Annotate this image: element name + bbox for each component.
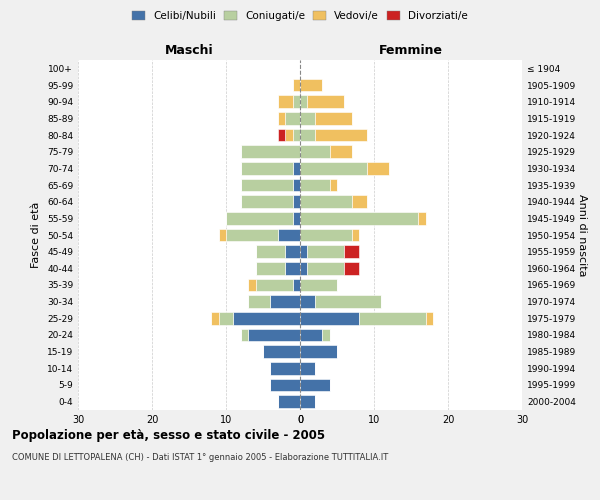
Bar (300, 179, 329, 192)
Bar (248, 279, 256, 291)
Title: Maschi: Maschi (164, 44, 214, 58)
Y-axis label: Anni di nascita: Anni di nascita (577, 194, 587, 276)
Bar (241, 329, 248, 341)
Bar (307, 246, 344, 258)
Bar (300, 212, 418, 224)
Bar (322, 329, 329, 341)
Bar (300, 79, 322, 92)
Bar (300, 262, 307, 274)
Bar (218, 312, 233, 324)
Bar (226, 229, 278, 241)
Bar (293, 212, 300, 224)
Bar (300, 196, 352, 208)
Bar (256, 246, 285, 258)
Bar (315, 296, 382, 308)
Bar (426, 312, 433, 324)
Y-axis label: Fasce di età: Fasce di età (31, 202, 41, 268)
Bar (226, 212, 293, 224)
Bar (300, 246, 307, 258)
Bar (300, 396, 315, 408)
Bar (307, 96, 344, 108)
Bar (293, 129, 300, 141)
Bar (300, 279, 337, 291)
Bar (359, 312, 426, 324)
Bar (293, 179, 300, 192)
Bar (248, 329, 300, 341)
Text: COMUNE DI LETTOPALENA (CH) - Dati ISTAT 1° gennaio 2005 - Elaborazione TUTTITALI: COMUNE DI LETTOPALENA (CH) - Dati ISTAT … (12, 454, 388, 462)
Bar (271, 379, 300, 391)
Bar (285, 262, 300, 274)
Bar (300, 296, 315, 308)
Bar (211, 312, 218, 324)
Bar (271, 296, 300, 308)
Bar (293, 162, 300, 174)
Legend: Celibi/Nubili, Coniugati/e, Vedovi/e, Divorziati/e: Celibi/Nubili, Coniugati/e, Vedovi/e, Di… (129, 8, 471, 24)
Bar (285, 129, 293, 141)
Bar (300, 129, 315, 141)
Bar (315, 129, 367, 141)
Bar (329, 146, 352, 158)
Bar (278, 112, 285, 124)
Bar (352, 196, 367, 208)
Bar (278, 96, 293, 108)
Bar (307, 262, 344, 274)
Bar (352, 229, 359, 241)
Bar (248, 296, 271, 308)
Bar (300, 312, 359, 324)
Bar (241, 179, 293, 192)
Bar (293, 79, 300, 92)
Bar (300, 162, 367, 174)
Bar (315, 112, 352, 124)
Bar (271, 362, 300, 374)
Bar (300, 96, 307, 108)
Title: Femmine: Femmine (379, 44, 443, 58)
Text: Popolazione per età, sesso e stato civile - 2005: Popolazione per età, sesso e stato civil… (12, 430, 325, 442)
Bar (256, 279, 293, 291)
Bar (278, 396, 300, 408)
Bar (256, 262, 285, 274)
Bar (300, 379, 329, 391)
Bar (285, 112, 300, 124)
Bar (300, 146, 329, 158)
Bar (278, 229, 300, 241)
Bar (300, 329, 322, 341)
Bar (293, 279, 300, 291)
Bar (418, 212, 426, 224)
Bar (241, 196, 293, 208)
Bar (367, 162, 389, 174)
Bar (300, 229, 352, 241)
Bar (278, 129, 285, 141)
Bar (285, 246, 300, 258)
Bar (329, 179, 337, 192)
Bar (218, 229, 226, 241)
Bar (300, 112, 315, 124)
Bar (300, 362, 315, 374)
Bar (263, 346, 300, 358)
Bar (241, 162, 293, 174)
Bar (293, 96, 300, 108)
Bar (300, 346, 337, 358)
Bar (344, 262, 359, 274)
Bar (344, 246, 359, 258)
Bar (233, 312, 300, 324)
Bar (241, 146, 300, 158)
Bar (293, 196, 300, 208)
